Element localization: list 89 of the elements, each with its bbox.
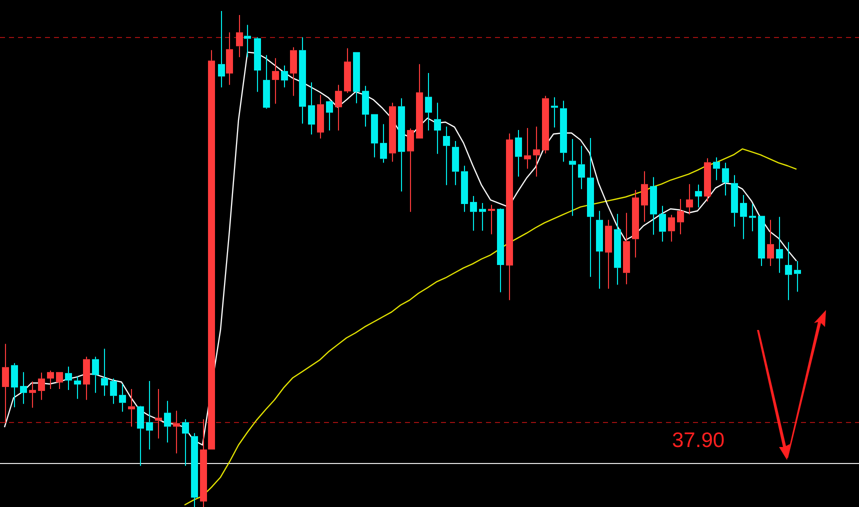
candlestick (506, 133, 513, 301)
candlestick (155, 388, 162, 440)
candlestick (695, 184, 702, 208)
candlestick (389, 102, 396, 162)
candlestick (362, 85, 369, 128)
candlestick (101, 348, 108, 396)
candlestick (244, 24, 251, 58)
candlestick (497, 208, 504, 293)
candlestick (704, 158, 711, 202)
candlestick (632, 190, 639, 258)
candlestick (551, 96, 558, 128)
candlestick (317, 94, 324, 139)
candlestick (173, 410, 180, 454)
candlestick (533, 126, 540, 178)
candlestick (218, 10, 225, 88)
candlestick (758, 216, 765, 266)
candlestick (208, 50, 215, 450)
candlestick (443, 126, 450, 186)
candlestick (137, 406, 144, 466)
candlestick (614, 213, 621, 286)
candlestick (461, 165, 468, 212)
candlestick (290, 46, 297, 96)
candlestick (146, 380, 153, 450)
candlestick (272, 58, 279, 104)
candlestick (641, 170, 648, 222)
candlestick (515, 130, 522, 178)
candlestick (182, 418, 189, 466)
candlestick (92, 356, 99, 394)
candlestick (470, 196, 477, 232)
candlestick (407, 128, 414, 212)
candlestick (722, 162, 729, 196)
annotation: 37.90 (672, 428, 725, 452)
candlestick (335, 84, 342, 132)
candlestick (785, 242, 792, 301)
candlestick (524, 128, 531, 170)
candlestick (623, 212, 630, 285)
candlestick (560, 100, 567, 162)
candlestick (668, 214, 675, 242)
candlestick (371, 114, 378, 158)
candlestick (2, 343, 9, 424)
candlestick (74, 376, 81, 400)
candlestick (236, 14, 243, 58)
candlestick (128, 388, 135, 428)
candlestick (425, 72, 432, 132)
candlestick (29, 381, 36, 408)
candlestick (308, 82, 315, 136)
candlestick (65, 366, 72, 390)
candlestick (380, 124, 387, 164)
candlestick (794, 260, 801, 292)
candlestick (281, 65, 288, 88)
candlestick (587, 137, 594, 278)
candlestick (200, 418, 207, 507)
candlestick (326, 101, 333, 132)
candlestick (596, 210, 603, 290)
candlestick (740, 194, 747, 240)
candlestick (83, 356, 90, 400)
candlestick (20, 372, 27, 404)
candlestick (569, 138, 576, 216)
candlestick (713, 156, 720, 181)
candlestick (226, 32, 233, 86)
candlestick (416, 64, 423, 138)
candlestick (164, 400, 171, 444)
candlestick (452, 140, 459, 186)
candlestick (749, 203, 756, 232)
candlestick (47, 370, 54, 390)
candlestick (398, 98, 405, 192)
candlestick (263, 54, 270, 110)
candlestick (488, 204, 495, 235)
candlestick (677, 198, 684, 235)
candlestick (254, 36, 261, 92)
candlestick (659, 205, 666, 242)
candlestick (650, 176, 657, 236)
candlestick (110, 378, 117, 404)
candlestick (767, 219, 774, 266)
candlestick (56, 372, 63, 390)
candlestick (605, 219, 612, 290)
candlestick (344, 48, 351, 94)
candlestick (119, 383, 126, 412)
candlestick (542, 95, 549, 154)
candlestick (191, 432, 198, 507)
candlestick (731, 174, 738, 228)
candlestick (434, 102, 441, 154)
candlestick (479, 202, 486, 232)
candlestick (38, 372, 45, 400)
candlestick (578, 145, 585, 190)
candlestick (11, 362, 18, 408)
candlestick (299, 36, 306, 124)
candlestick (776, 216, 783, 274)
candlestick (686, 184, 693, 215)
